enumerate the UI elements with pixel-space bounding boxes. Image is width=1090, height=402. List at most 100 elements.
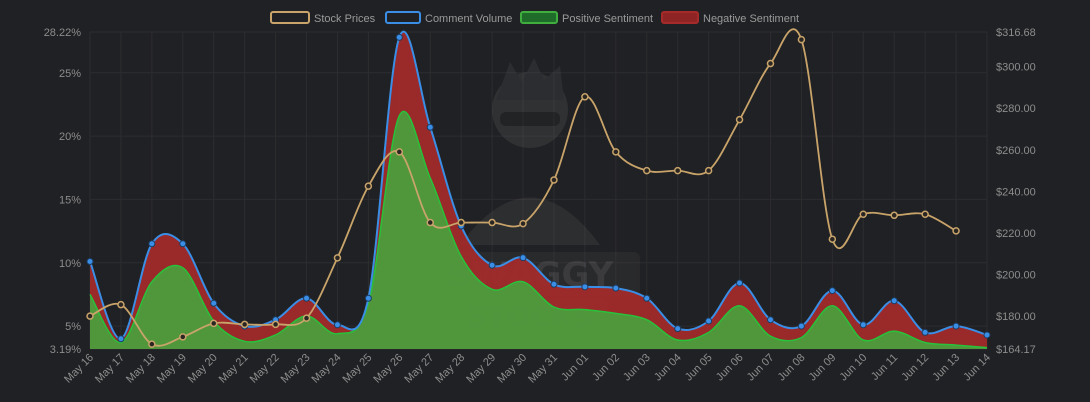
x-tick-label: May 18 [124,352,158,386]
legend-swatch [520,11,558,24]
y-right-tick-label: $260.00 [996,145,1036,157]
comment-volume-point[interactable] [952,322,960,330]
stock-price-point[interactable] [550,176,558,184]
y-left-tick-label: 15% [59,194,81,206]
stock-price-point[interactable] [86,312,94,320]
comment-volume-point[interactable] [364,294,372,302]
stock-price-point[interactable] [890,211,898,220]
stock-price-point[interactable] [859,210,868,218]
comment-volume-point[interactable] [612,284,620,292]
comment-volume-point[interactable] [148,240,156,248]
stock-price-point[interactable] [148,340,156,348]
comment-volume-point[interactable] [395,33,403,41]
comment-volume-point[interactable] [426,123,434,131]
legend-item-negative-sentiment[interactable]: Negative Sentiment [661,11,799,25]
x-tick-label: May 17 [93,352,127,386]
stock-price-point[interactable] [426,218,434,227]
comment-volume-point[interactable] [705,317,713,325]
x-tick-label: Jun 13 [930,352,962,384]
comment-volume-point[interactable] [550,280,558,288]
legend-label: Comment Volume [425,13,512,25]
comment-volume-point[interactable] [983,331,991,339]
stock-price-point[interactable] [271,320,280,329]
watermark-head [492,72,568,148]
y-left-tick-label: 20% [59,131,81,143]
x-tick-label: Jun 06 [714,352,746,384]
stock-price-point[interactable] [612,148,620,156]
x-tick-label: Jun 02 [590,352,622,384]
comment-volume-point[interactable] [519,254,527,262]
stock-price-point[interactable] [797,35,806,44]
legend-item-stock-prices[interactable]: Stock Prices [270,11,376,25]
y-right-tick-label: $300.00 [996,62,1036,74]
comment-volume-point[interactable] [581,283,589,291]
stock-price-point[interactable] [488,218,496,227]
comment-volume-point[interactable] [828,287,836,295]
comment-volume-point[interactable] [921,328,929,336]
comment-volume-point[interactable] [890,297,898,305]
stock-price-point[interactable] [179,333,187,341]
comment-volume-line [89,30,988,340]
watermark-glasses [500,112,560,126]
stock-price-point[interactable] [643,166,651,175]
stock-price-point[interactable] [117,300,125,309]
comment-volume-point[interactable] [210,299,218,307]
y-right-tick-label: $240.00 [996,186,1036,198]
stock-price-point[interactable] [333,254,342,262]
stock-price-point[interactable] [395,148,404,156]
stock-price-point[interactable] [673,166,682,175]
stock-price-point[interactable] [209,319,218,328]
y-right-tick-label: $316.68 [996,27,1036,39]
watermark-body [460,197,600,245]
stock-price-point[interactable] [921,210,929,218]
legend-item-positive-sentiment[interactable]: Positive Sentiment [520,11,653,25]
comment-volume-point[interactable] [117,335,125,343]
x-tick-label: May 28 [433,352,467,386]
stock-price-point[interactable] [828,235,837,243]
y-left-tick-label: 10% [59,258,81,270]
x-tick-label: Jun 09 [807,352,839,384]
x-tick-label: May 22 [248,352,282,386]
comment-volume-point[interactable] [303,294,311,302]
stock-price-point[interactable] [457,218,465,227]
stock-price-point[interactable] [302,314,311,322]
stock-price-point[interactable] [952,227,960,235]
x-tick-label: May 27 [402,352,436,386]
stock-price-point[interactable] [364,182,373,190]
comment-volume-point[interactable] [179,240,187,248]
stock-price-point[interactable] [519,219,527,228]
x-tick-label: Jun 12 [899,352,931,384]
legend-label: Stock Prices [314,13,376,25]
stock-price-point[interactable] [766,59,775,68]
x-tick-label: May 19 [155,352,189,386]
y-right-tick-label: $280.00 [996,103,1036,115]
x-tick-label: May 26 [371,352,405,386]
stock-price-point[interactable] [240,320,249,329]
x-tick-label: May 29 [464,352,498,386]
comment-volume-point[interactable] [643,294,651,302]
legend-item-comment-volume[interactable]: Comment Volume [385,11,512,25]
comment-volume-point[interactable] [333,321,341,329]
x-tick-label: Jun 14 [961,352,993,384]
x-tick-label: Jun 07 [745,352,777,384]
y-right-tick-label: $180.00 [996,311,1036,323]
comment-volume-point[interactable] [736,279,744,287]
positive-sentiment-area [90,111,987,349]
x-tick-label: May 25 [341,352,375,386]
comment-volume-point[interactable] [797,322,805,330]
stock-price-point[interactable] [581,93,589,101]
comment-volume-point[interactable] [674,325,682,333]
legend-swatch [270,11,310,24]
y-left-tick-label: 5% [65,321,81,333]
x-tick-label: May 23 [279,352,313,386]
comment-volume-point[interactable] [766,316,774,324]
stock-price-point[interactable] [735,115,744,124]
stock-price-point[interactable] [704,166,713,175]
comment-volume-point[interactable] [488,261,496,269]
comment-volume-point[interactable] [86,257,94,265]
y-left-tick-label: 25% [59,68,81,80]
comment-volume-point[interactable] [859,321,867,329]
y-left-tick-label: 3.19% [50,344,81,356]
y-right-tick-label: $164.17 [996,344,1036,356]
